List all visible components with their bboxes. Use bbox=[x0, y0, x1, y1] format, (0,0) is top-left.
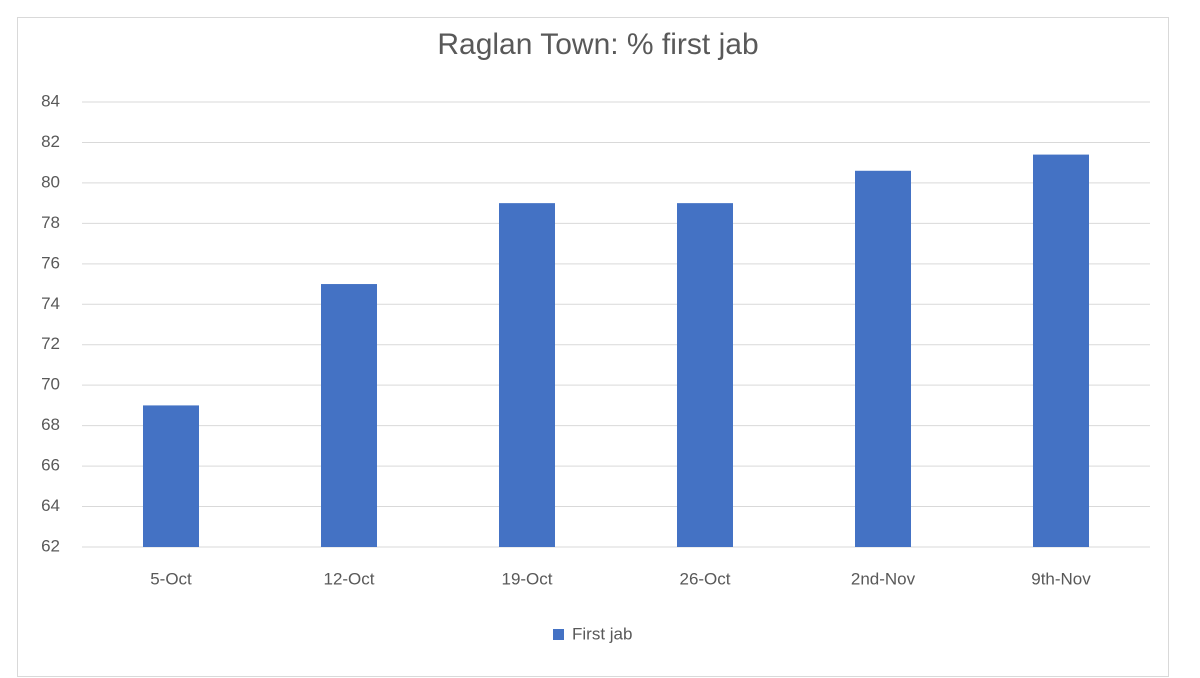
y-tick-label: 80 bbox=[41, 172, 60, 191]
bar bbox=[143, 405, 199, 547]
y-tick-label: 62 bbox=[41, 536, 60, 555]
y-tick-label: 78 bbox=[41, 213, 60, 232]
bar bbox=[499, 203, 555, 548]
bar bbox=[1033, 154, 1089, 547]
bar bbox=[321, 284, 377, 547]
y-tick-label: 74 bbox=[41, 294, 60, 313]
chart-border bbox=[17, 17, 1169, 677]
bar bbox=[855, 170, 911, 548]
x-tick-label: 12-Oct bbox=[323, 569, 374, 588]
bar bbox=[677, 203, 733, 548]
y-tick-label: 76 bbox=[41, 253, 60, 272]
chart-title: Raglan Town: % first jab bbox=[437, 28, 758, 61]
x-tick-label: 5-Oct bbox=[150, 569, 192, 588]
x-tick-label: 9th-Nov bbox=[1031, 569, 1091, 588]
legend-label: First jab bbox=[572, 624, 632, 643]
y-tick-label: 68 bbox=[41, 415, 60, 434]
y-tick-label: 66 bbox=[41, 456, 60, 475]
y-tick-label: 84 bbox=[41, 91, 60, 110]
y-tick-label: 72 bbox=[41, 334, 60, 353]
y-tick-label: 82 bbox=[41, 132, 60, 151]
y-tick-label: 70 bbox=[41, 375, 60, 394]
x-tick-label: 19-Oct bbox=[501, 569, 552, 588]
x-tick-label: 2nd-Nov bbox=[851, 569, 916, 588]
y-tick-label: 64 bbox=[41, 496, 60, 515]
legend-swatch bbox=[553, 629, 564, 640]
x-tick-label: 26-Oct bbox=[679, 569, 730, 588]
